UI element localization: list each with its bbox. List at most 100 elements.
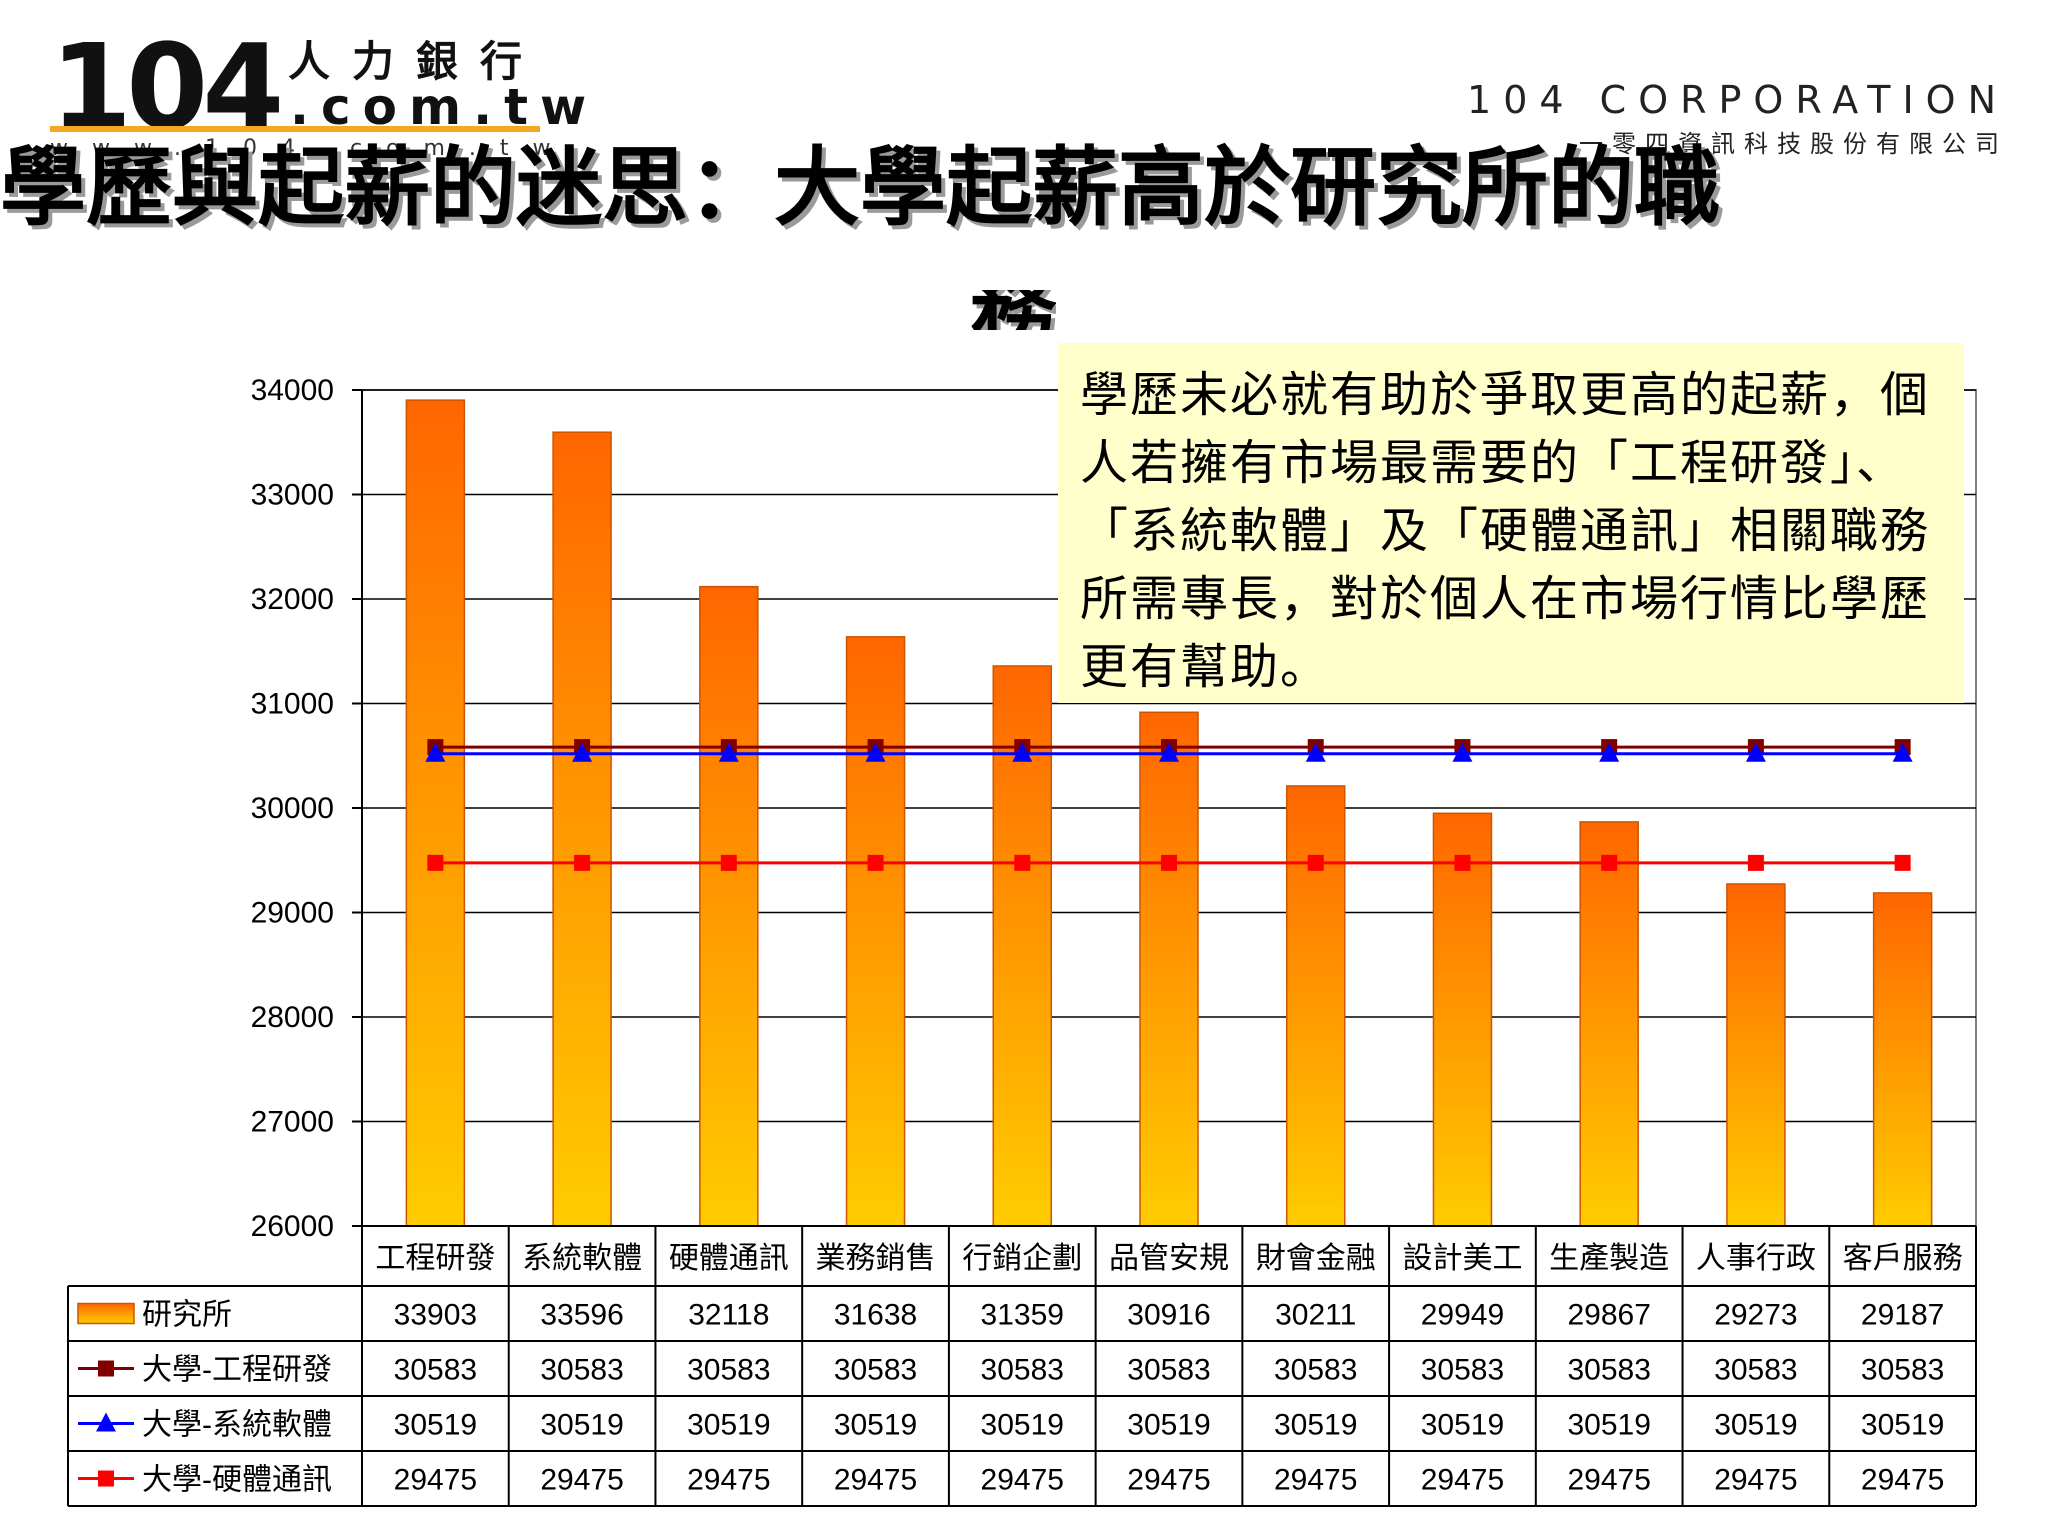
data-label: 29949 [1421, 1299, 1504, 1332]
series-marker [1307, 854, 1324, 871]
data-label: 33596 [540, 1299, 623, 1332]
data-label: 30583 [394, 1354, 477, 1387]
series-marker [1161, 854, 1177, 871]
slide-title-line2: 務 [970, 290, 1056, 330]
bar [405, 399, 466, 1227]
logo-underline [50, 126, 540, 132]
data-label: 30583 [981, 1354, 1064, 1387]
y-tick-label: 34000 [251, 374, 334, 407]
category-label: 客戶服務 [1843, 1242, 1963, 1275]
series-marker [1892, 742, 1913, 762]
y-tick-label: 28000 [251, 1001, 334, 1034]
legend-entry: 大學-工程研發 [142, 1354, 332, 1387]
logo-chinese: 人力銀行 [288, 37, 545, 86]
data-label: 30519 [687, 1409, 770, 1442]
bar [1139, 711, 1199, 1227]
data-label: 30519 [834, 1409, 917, 1442]
series-marker [1894, 854, 1911, 871]
data-label: 29273 [1714, 1299, 1797, 1332]
series-marker [1599, 742, 1620, 762]
legend-entry: 大學-系統軟體 [142, 1409, 332, 1442]
data-label: 30519 [1861, 1409, 1944, 1442]
data-label: 30583 [687, 1354, 770, 1387]
data-label: 30519 [1127, 1409, 1210, 1442]
bar [552, 431, 612, 1227]
series-marker [1159, 742, 1179, 762]
series-marker [1452, 742, 1473, 762]
data-label: 30519 [1421, 1409, 1504, 1442]
y-tick-label: 31000 [251, 688, 334, 721]
y-tick-label: 29000 [251, 897, 334, 930]
legend-entry: 研究所 [142, 1299, 232, 1332]
data-label: 30583 [1714, 1354, 1797, 1387]
y-tick-label: 26000 [251, 1210, 334, 1243]
data-label: 30519 [1274, 1409, 1357, 1442]
series-marker [1305, 742, 1326, 762]
category-label: 設計美工 [1402, 1242, 1522, 1275]
data-label: 30519 [394, 1409, 477, 1442]
corporation-name-english: 104 CORPORATION [1467, 78, 2008, 122]
data-label: 29475 [1861, 1464, 1944, 1497]
data-label: 29475 [834, 1464, 917, 1497]
category-label: 系統軟體 [522, 1242, 642, 1275]
data-label: 29475 [981, 1464, 1064, 1497]
data-label: 30519 [981, 1409, 1064, 1442]
data-label: 31638 [834, 1299, 917, 1332]
series-marker [1454, 854, 1471, 871]
category-label: 生產製造 [1549, 1242, 1669, 1275]
category-label: 業務銷售 [816, 1242, 936, 1275]
series-marker [865, 742, 886, 762]
series-marker [427, 854, 444, 871]
data-label: 30583 [1127, 1354, 1210, 1387]
data-label: 29475 [1127, 1464, 1210, 1497]
data-label: 29475 [1567, 1464, 1650, 1497]
series-marker [425, 742, 446, 762]
logo: 104 人力銀行 .com.tw www.104.com.tw [50, 28, 586, 168]
category-label: 財會金融 [1256, 1242, 1376, 1275]
data-label: 30519 [1567, 1409, 1650, 1442]
series-marker [867, 854, 884, 871]
data-label: 30916 [1127, 1299, 1210, 1332]
series-marker [1747, 854, 1764, 871]
bar [1726, 883, 1786, 1227]
data-label: 30583 [1567, 1354, 1650, 1387]
data-label: 30583 [540, 1354, 623, 1387]
data-label: 30519 [1714, 1409, 1797, 1442]
category-label: 品管安規 [1109, 1242, 1229, 1275]
data-label: 29187 [1861, 1299, 1944, 1332]
callout-note: 學歷未必就有助於爭取更高的起薪，個人若擁有市場最需要的「工程研發」、「系統軟體」… [1058, 343, 1964, 703]
bar [699, 585, 759, 1227]
series-marker [1601, 854, 1618, 871]
y-tick-label: 32000 [251, 583, 334, 616]
legend-entry: 大學-硬體通訊 [142, 1464, 332, 1497]
corporation-name: 104 CORPORATION 一零四資訊科技股份有限公司 [1467, 78, 2008, 159]
category-label: 人事行政 [1696, 1242, 1816, 1275]
data-label: 29867 [1567, 1299, 1650, 1332]
data-label: 29475 [394, 1464, 477, 1497]
logo-url: www.104.com.tw [50, 136, 575, 161]
data-label: 30211 [1275, 1299, 1356, 1332]
data-label: 29475 [687, 1464, 770, 1497]
data-label: 30583 [834, 1354, 917, 1387]
data-label: 29475 [1274, 1464, 1357, 1497]
series-marker [1014, 854, 1031, 871]
legend-key-marker [98, 1470, 114, 1487]
bar [1432, 812, 1493, 1227]
bar [1285, 785, 1346, 1227]
y-tick-label: 30000 [251, 792, 334, 825]
bar [1579, 821, 1639, 1227]
category-label: 硬體通訊 [669, 1242, 789, 1275]
corporation-name-chinese: 一零四資訊科技股份有限公司 [1579, 130, 2008, 158]
data-label: 30583 [1421, 1354, 1504, 1387]
y-tick-label: 27000 [251, 1106, 334, 1139]
legend-key-marker [96, 1412, 116, 1432]
category-label: 行銷企劃 [962, 1242, 1082, 1275]
data-label: 30583 [1861, 1354, 1944, 1387]
series-marker [572, 742, 593, 762]
data-label: 30583 [1274, 1354, 1357, 1387]
series-marker [718, 742, 739, 762]
series-marker [720, 854, 737, 871]
bar [1872, 892, 1933, 1227]
data-label: 29475 [1421, 1464, 1504, 1497]
